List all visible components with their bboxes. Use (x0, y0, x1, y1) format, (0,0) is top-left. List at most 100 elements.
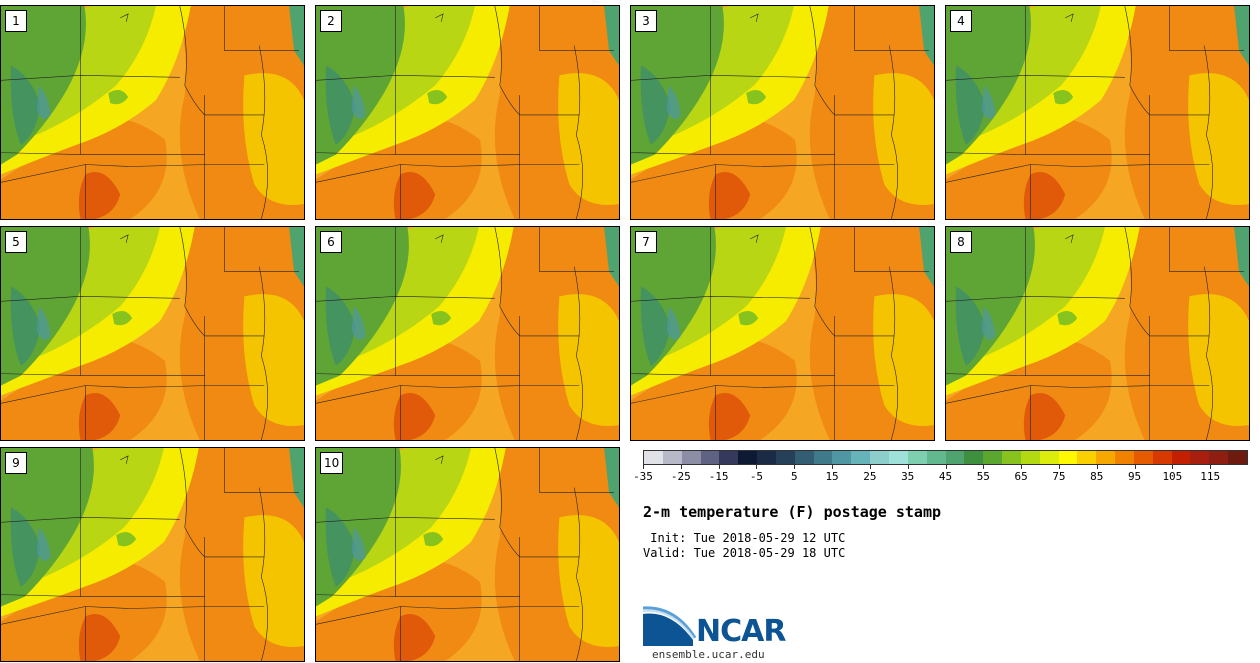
colorbar-tick (1058, 465, 1060, 469)
colorbar-segment (832, 451, 852, 464)
colorbar-tick-label: -35 (633, 470, 653, 483)
colorbar-segment (1171, 451, 1191, 464)
chart-title: 2-m temperature (F) postage stamp (643, 503, 942, 521)
colorbar-tick-label: 15 (825, 470, 839, 483)
colorbar-tick-label: 55 (976, 470, 990, 483)
member-number-badge: 6 (320, 231, 342, 253)
member-panel-7: 7 (630, 226, 935, 441)
colorbar-segment (700, 451, 720, 464)
ncar-wordmark: NCAR (696, 614, 786, 649)
colorbar-segment (1152, 451, 1172, 464)
colorbar-tick-label: 35 (901, 470, 915, 483)
temperature-map (1, 227, 304, 440)
member-number-badge: 7 (635, 231, 657, 253)
member-number-badge: 4 (950, 10, 972, 32)
colorbar-segment (775, 451, 795, 464)
ensemble-url: ensemble.ucar.edu (652, 648, 765, 661)
colorbar-tick (1134, 465, 1136, 469)
member-panel-3: 3 (630, 5, 935, 220)
temperature-map (1, 448, 304, 661)
colorbar-segment (794, 451, 814, 464)
member-number-badge: 5 (5, 231, 27, 253)
colorbar-tick (1210, 465, 1212, 469)
colorbar-tick-label: 115 (1200, 470, 1221, 483)
colorbar-tick (718, 465, 720, 469)
colorbar-segment (983, 451, 1003, 464)
colorbar-segment (1209, 451, 1229, 464)
colorbar-segment (945, 451, 965, 464)
member-panel-8: 8 (945, 226, 1250, 441)
colorbar-tick-label: 75 (1052, 470, 1066, 483)
colorbar-segment (851, 451, 871, 464)
colorbar-segment (1228, 451, 1247, 464)
colorbar-segment (1133, 451, 1153, 464)
colorbar-tick (1021, 465, 1023, 469)
temperature-map (316, 6, 619, 219)
member-number-badge: 9 (5, 452, 27, 474)
member-number-badge: 3 (635, 10, 657, 32)
member-panel-9: 9 (0, 447, 305, 662)
colorbar-tick (907, 465, 909, 469)
member-panel-6: 6 (315, 226, 620, 441)
colorbar-tick-labels: -35 -25 -15 -5 5 15 25 35 45 55 65 75 85 95 105 115 (633, 465, 1248, 491)
member-number-badge: 1 (5, 10, 27, 32)
temperature-map (631, 227, 934, 440)
member-panel-1: 1 (0, 5, 305, 220)
colorbar-tick (945, 465, 947, 469)
temperature-map (316, 448, 619, 661)
colorbar-segment (644, 451, 663, 464)
temperature-map (316, 227, 619, 440)
member-number-badge: 2 (320, 10, 342, 32)
colorbar-tick-label: 105 (1162, 470, 1183, 483)
colorbar-tick (680, 465, 682, 469)
colorbar-segment (870, 451, 889, 464)
colorbar-segment (926, 451, 946, 464)
colorbar-tick-label: 25 (863, 470, 877, 483)
colorbar-tick (1172, 465, 1174, 469)
colorbar-segment (1058, 451, 1078, 464)
member-number-badge: 8 (950, 231, 972, 253)
colorbar-segment (907, 451, 927, 464)
colorbar-tick-label: 95 (1127, 470, 1142, 483)
colorbar-segment (964, 451, 984, 464)
member-panel-5: 5 (0, 226, 305, 441)
temperature-map (1, 6, 304, 219)
colorbar-tick-label: -15 (708, 470, 729, 483)
colorbar-segment (1039, 451, 1059, 464)
colorbar-segment (1190, 451, 1210, 464)
colorbar-tick (643, 465, 644, 469)
colorbar-tick-label: 85 (1090, 470, 1104, 483)
colorbar-segment (719, 451, 739, 464)
colorbar-segment (757, 451, 776, 464)
colorbar-segment (1115, 451, 1134, 464)
colorbar-tick (756, 465, 758, 469)
colorbar-segment (813, 451, 833, 464)
colorbar-segment (1077, 451, 1097, 464)
colorbar-tick (869, 465, 871, 469)
init-time: Init: Tue 2018-05-29 12 UTC (643, 531, 846, 545)
temperature-map (946, 227, 1249, 440)
temperature-map (946, 6, 1249, 219)
colorbar-tick (794, 465, 796, 469)
member-panel-2: 2 (315, 5, 620, 220)
colorbar-tick-label: 65 (1014, 470, 1028, 483)
valid-time: Valid: Tue 2018-05-29 18 UTC (643, 546, 846, 560)
colorbar-segment (662, 451, 682, 464)
colorbar-segment (1096, 451, 1116, 464)
ncar-logo-icon (643, 606, 697, 646)
colorbar-segment (738, 451, 758, 464)
colorbar-tick-label: -25 (670, 470, 691, 483)
colorbar-segment (1002, 451, 1021, 464)
temperature-colorbar (643, 450, 1248, 465)
colorbar-segment (681, 451, 701, 464)
colorbar-tick-label: -5 (749, 470, 764, 483)
colorbar-segment (888, 451, 908, 464)
colorbar-tick-label: 5 (790, 470, 798, 483)
colorbar-tick-label: 45 (938, 470, 953, 483)
colorbar-tick (983, 465, 985, 469)
member-panel-10: 10 (315, 447, 620, 662)
member-number-badge: 10 (320, 452, 344, 474)
temperature-map (631, 6, 934, 219)
colorbar-tick (832, 465, 834, 469)
colorbar-segment (1020, 451, 1040, 464)
